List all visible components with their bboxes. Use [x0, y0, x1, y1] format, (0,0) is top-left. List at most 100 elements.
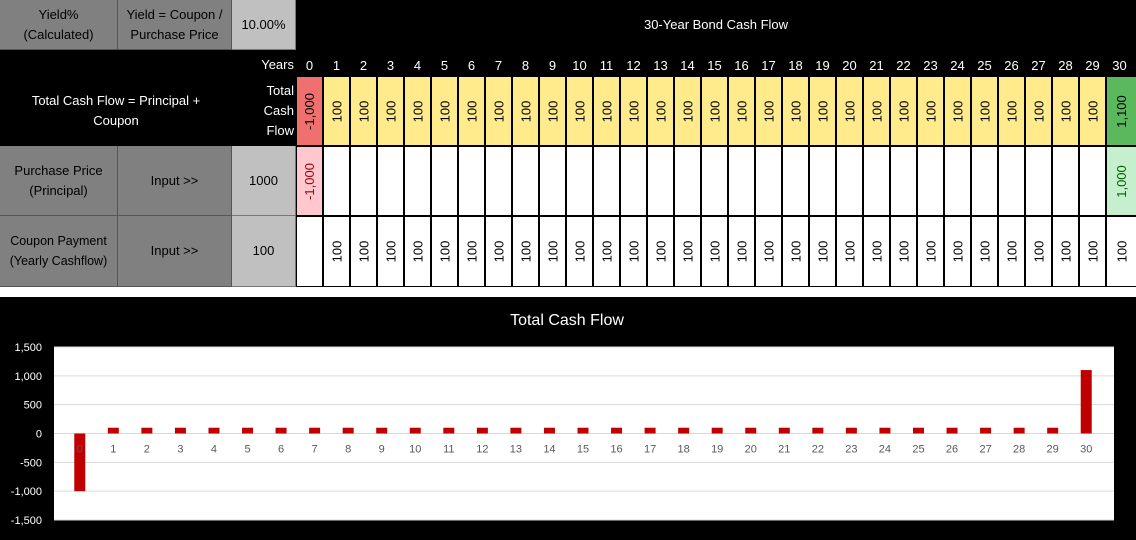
principal-cell-13[interactable] — [647, 146, 674, 216]
total-cell-11[interactable]: 100 — [593, 76, 620, 146]
principal-cell-18[interactable] — [782, 146, 809, 216]
year-header-16[interactable]: 16 — [734, 57, 749, 73]
year-header-21[interactable]: 21 — [869, 57, 884, 73]
bar-9[interactable] — [376, 427, 388, 434]
total-cell-27[interactable]: 100 — [1025, 76, 1052, 146]
total-cell-17[interactable]: 100 — [755, 76, 782, 146]
bar-25[interactable] — [912, 427, 924, 434]
bar-1[interactable] — [107, 427, 119, 434]
bar-29[interactable] — [1047, 427, 1059, 434]
coupon-cell-11[interactable]: 100 — [593, 216, 620, 287]
year-header-1[interactable]: 1 — [332, 57, 341, 73]
bar-14[interactable] — [543, 427, 555, 434]
coupon-input[interactable]: 100 — [232, 216, 296, 287]
coupon-cell-7[interactable]: 100 — [485, 216, 512, 287]
coupon-cell-23[interactable]: 100 — [917, 216, 944, 287]
coupon-cell-4[interactable]: 100 — [404, 216, 431, 287]
year-header-14[interactable]: 14 — [680, 57, 695, 73]
total-cash-flow-chart[interactable]: Total Cash Flow 1,500 1,000 500 0 -500 -1,000… — [0, 297, 1136, 540]
principal-cell-22[interactable] — [890, 146, 917, 216]
bar-0[interactable] — [74, 433, 86, 492]
principal-cell-30[interactable]: 1,000 — [1106, 146, 1136, 216]
principal-cell-8[interactable] — [512, 146, 539, 216]
bar-15[interactable] — [577, 427, 589, 434]
principal-cell-9[interactable] — [539, 146, 566, 216]
coupon-cell-15[interactable]: 100 — [701, 216, 728, 287]
total-cell-21[interactable]: 100 — [863, 76, 890, 146]
total-cell-3[interactable]: 100 — [377, 76, 404, 146]
coupon-cell-20[interactable]: 100 — [836, 216, 863, 287]
principal-cell-10[interactable] — [566, 146, 593, 216]
coupon-cell-1[interactable]: 100 — [323, 216, 350, 287]
bar-19[interactable] — [711, 427, 723, 434]
year-header-30[interactable]: 30 — [1112, 57, 1127, 73]
year-header-3[interactable]: 3 — [386, 57, 395, 73]
coupon-cell-18[interactable]: 100 — [782, 216, 809, 287]
total-cell-26[interactable]: 100 — [998, 76, 1025, 146]
coupon-cell-21[interactable]: 100 — [863, 216, 890, 287]
total-cell-18[interactable]: 100 — [782, 76, 809, 146]
year-header-27[interactable]: 27 — [1031, 57, 1046, 73]
principal-cell-29[interactable] — [1079, 146, 1106, 216]
year-header-2[interactable]: 2 — [359, 57, 368, 73]
principal-cell-25[interactable] — [971, 146, 998, 216]
bar-13[interactable] — [510, 427, 522, 434]
principal-cell-14[interactable] — [674, 146, 701, 216]
principal-cell-1[interactable] — [323, 146, 350, 216]
coupon-cell-2[interactable]: 100 — [350, 216, 377, 287]
coupon-cell-10[interactable]: 100 — [566, 216, 593, 287]
principal-cell-20[interactable] — [836, 146, 863, 216]
purchase-label-cell[interactable]: Purchase Price (Principal) — [0, 146, 118, 216]
principal-cell-4[interactable] — [404, 146, 431, 216]
principal-cell-28[interactable] — [1052, 146, 1079, 216]
year-header-15[interactable]: 15 — [707, 57, 722, 73]
year-header-8[interactable]: 8 — [521, 57, 530, 73]
bar-5[interactable] — [242, 427, 254, 434]
coupon-cell-3[interactable]: 100 — [377, 216, 404, 287]
year-header-28[interactable]: 28 — [1058, 57, 1073, 73]
coupon-input-label-cell[interactable]: Input >> — [118, 216, 232, 287]
principal-cell-24[interactable] — [944, 146, 971, 216]
year-header-10[interactable]: 10 — [572, 57, 587, 73]
year-header-23[interactable]: 23 — [923, 57, 938, 73]
bar-20[interactable] — [745, 427, 757, 434]
bar-2[interactable] — [141, 427, 153, 434]
bar-23[interactable] — [845, 427, 857, 434]
principal-cell-21[interactable] — [863, 146, 890, 216]
coupon-cell-30[interactable]: 100 — [1106, 216, 1136, 287]
yield-formula-cell[interactable]: Yield = Coupon / Purchase Price — [118, 0, 232, 50]
total-cell-19[interactable]: 100 — [809, 76, 836, 146]
year-header-4[interactable]: 4 — [413, 57, 422, 73]
total-cell-28[interactable]: 100 — [1052, 76, 1079, 146]
principal-cell-7[interactable] — [485, 146, 512, 216]
total-formula-cell[interactable]: Total Cash Flow = Principal + Coupon — [0, 76, 232, 146]
year-header-13[interactable]: 13 — [653, 57, 668, 73]
total-cell-12[interactable]: 100 — [620, 76, 647, 146]
total-cell-10[interactable]: 100 — [566, 76, 593, 146]
year-header-18[interactable]: 18 — [788, 57, 803, 73]
principal-cell-6[interactable] — [458, 146, 485, 216]
total-cell-8[interactable]: 100 — [512, 76, 539, 146]
yield-value-cell[interactable]: 10.00% — [232, 0, 296, 50]
coupon-cell-25[interactable]: 100 — [971, 216, 998, 287]
principal-cell-23[interactable] — [917, 146, 944, 216]
year-header-12[interactable]: 12 — [626, 57, 641, 73]
principal-cell-0[interactable]: -1,000 — [296, 146, 323, 216]
coupon-cell-17[interactable]: 100 — [755, 216, 782, 287]
year-header-0[interactable]: 0 — [305, 57, 314, 73]
principal-cell-12[interactable] — [620, 146, 647, 216]
coupon-cell-0[interactable] — [296, 216, 323, 287]
bar-3[interactable] — [174, 427, 186, 434]
total-cell-16[interactable]: 100 — [728, 76, 755, 146]
bar-7[interactable] — [309, 427, 321, 434]
bar-4[interactable] — [208, 427, 220, 434]
coupon-cell-12[interactable]: 100 — [620, 216, 647, 287]
year-header-11[interactable]: 11 — [599, 57, 614, 73]
bar-8[interactable] — [342, 427, 354, 434]
principal-cell-27[interactable] — [1025, 146, 1052, 216]
year-header-22[interactable]: 22 — [896, 57, 911, 73]
bar-18[interactable] — [678, 427, 690, 434]
coupon-cell-5[interactable]: 100 — [431, 216, 458, 287]
coupon-cell-28[interactable]: 100 — [1052, 216, 1079, 287]
total-cell-6[interactable]: 100 — [458, 76, 485, 146]
